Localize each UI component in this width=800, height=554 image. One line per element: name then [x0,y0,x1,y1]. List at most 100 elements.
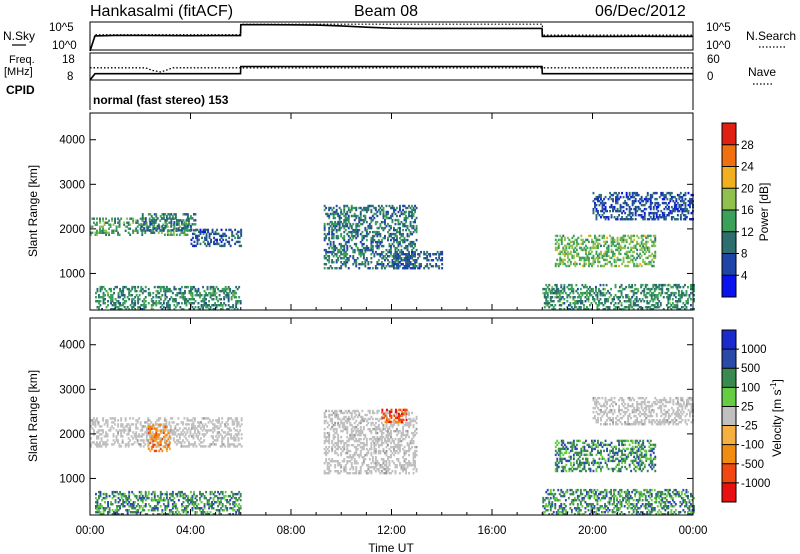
freq-unit: [MHz] [4,66,33,78]
power-ytick-label-1: 2000 [59,224,85,236]
nave-tick-bottom: 0 [707,71,713,83]
power-region-7 [554,234,657,268]
velocity-cbar-swatch-4 [722,406,736,426]
power-region-0 [90,217,192,237]
velocity-panel: 00:00 04:00 08:00 12:00 16:00 20:00 00:00 1000 2… [26,317,784,554]
velocity-xtick-label-4: 16:00 [478,525,507,537]
velocity-colorbar: -1000 -500 -100 -25 25 100 500 1000 [721,329,770,503]
velocity-heatmap [90,396,695,516]
power-cbar-label-4: 20 [741,183,754,195]
power-region-1 [140,213,197,232]
nave-tick-top: 60 [707,54,720,66]
velocity-xtick-label-0: 00:00 [76,525,105,537]
velocity-xtick-label-1: 04:00 [176,525,205,537]
velocity-cbar-swatch-1 [722,463,736,484]
power-cbar-swatch-0 [722,275,736,298]
velocity-ytick-label-0: 1000 [59,473,85,485]
velocity-xtick-label-2: 08:00 [277,525,306,537]
velocity-cbar-label-7: 1000 [741,344,767,356]
power-cbar-label-3: 16 [741,205,754,217]
freq-label: Freq. [9,54,35,66]
velocity-ytick-label-2: 3000 [59,384,85,396]
power-region-5 [391,250,444,270]
velocity-cbar-swatch-3 [722,425,736,445]
freq-panel: Freq. [MHz] 18 8 60 0 Nave CPID normal (… [4,52,776,110]
velocity-xtick-label-6: 00:00 [679,525,708,537]
power-cbar-swatch-3 [722,210,736,233]
velocity-ytick-label-1: 2000 [59,429,85,441]
velocity-cbar-swatch-8 [722,330,736,350]
power-panel: 1000 2000 3000 4000 Slant Range [km] 4 8 12 16… [26,112,771,311]
cpid-text: normal (fast stereo) 153 [93,93,229,107]
velocity-region-5 [554,439,657,473]
power-region-6 [542,283,695,311]
velocity-region-7 [542,488,695,516]
velocity-ytick-label-3: 4000 [59,340,85,352]
nsky-tick-bottom: 10^0 [52,40,77,52]
freq-line-0 [90,67,693,73]
velocity-region-3 [147,423,171,453]
velocity-cbar-label-0: -1000 [741,478,770,490]
velocity-cbar-label-3: -25 [741,421,758,433]
power-cbar-swatch-5 [722,166,736,189]
power-cbar-label-0: 4 [741,270,748,282]
power-colorbar: 4 8 12 16 20 24 28 [721,122,754,298]
velocity-cbar-swatch-7 [722,349,736,369]
nsky-tick-top: 10^5 [49,22,74,34]
nsky-panel: N.Sky 10^5 10^0 10^5 10^0 N.Search [3,21,796,52]
power-ylabel: Slant Range [km] [26,165,40,257]
velocity-cbar-label-1: -500 [741,459,764,471]
velocity-cbar-swatch-2 [722,444,736,465]
power-heatmap [90,191,695,311]
power-cbar-swatch-4 [722,188,736,211]
nsky-line-0 [89,23,693,52]
velocity-cbar-label-6: 500 [741,363,760,375]
power-cbar-swatch-2 [722,231,736,254]
velocity-region-2 [592,396,694,426]
nsearch-tick-top: 10^5 [706,22,731,34]
nave-label: Nave [748,65,776,79]
velocity-xtick-label-3: 12:00 [377,525,406,537]
power-cbar-label-2: 12 [741,227,754,239]
velocity-cbar-swatch-6 [722,368,736,388]
velocity-xtick-label-5: 20:00 [578,525,607,537]
station-title: Hankasalmi (fitACF) [90,3,233,20]
velocity-region-6 [95,490,242,516]
freq-series-lines [89,65,693,81]
power-region-2 [190,228,243,248]
power-ytick-label-2: 3000 [59,179,85,191]
x-axis-label: Time UT [368,541,414,554]
velocity-cbar-frame [721,329,737,503]
nsearch-label: N.Search [746,29,796,43]
power-ytick-label-0: 1000 [59,268,85,280]
power-cbar-label-1: 8 [741,249,747,261]
velocity-region-4 [381,408,408,424]
velocity-axes: 00:00 04:00 08:00 12:00 16:00 20:00 00:00 1000 2… [59,318,707,537]
power-cbar-label: Power [dB] [757,183,771,242]
velocity-cbar-swatch-5 [722,387,736,407]
cpid-label: CPID [6,83,35,97]
nsky-series-lines [89,23,693,52]
freq-frame [89,52,694,81]
power-cbar-swatch-6 [722,144,736,167]
freq-line-1 [89,65,693,81]
power-region-3 [95,285,242,311]
velocity-cbar-label-5: 100 [741,382,760,394]
freq-tick-bottom: 8 [67,71,73,83]
velocity-cbar-label-4: 25 [741,401,754,413]
power-axes: 1000 2000 3000 4000 [59,113,694,310]
power-cbar-label-5: 24 [741,162,754,174]
power-region-8 [592,191,694,221]
nsearch-tick-bottom: 10^0 [706,40,731,52]
date-title: 06/Dec/2012 [595,3,686,20]
velocity-ylabel: Slant Range [km] [26,370,40,462]
power-ytick-label-3: 4000 [59,135,85,147]
power-cbar-swatch-1 [722,253,736,276]
velocity-cbar-swatch-0 [722,482,736,503]
nsky-label: N.Sky [3,29,35,43]
velocity-cbar-label: Velocity [m s-1] [769,379,784,457]
beam-title: Beam 08 [354,3,418,20]
power-region-4 [323,204,418,270]
velocity-cbar-label-2: -100 [741,440,764,452]
